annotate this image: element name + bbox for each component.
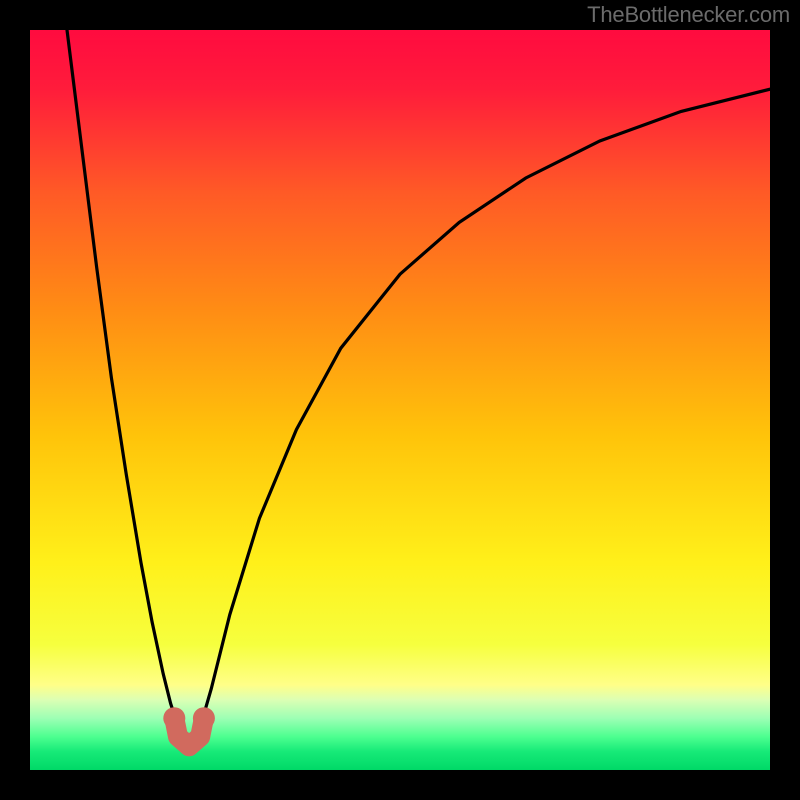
chart-root: TheBottlenecker.com bbox=[0, 0, 800, 800]
gradient-background bbox=[30, 30, 770, 770]
valley-marker-end-right bbox=[193, 707, 215, 729]
bottleneck-curve-chart bbox=[30, 30, 770, 770]
watermark-text: TheBottlenecker.com bbox=[587, 2, 790, 28]
valley-marker-end-left bbox=[163, 707, 185, 729]
plot-area bbox=[30, 30, 770, 770]
